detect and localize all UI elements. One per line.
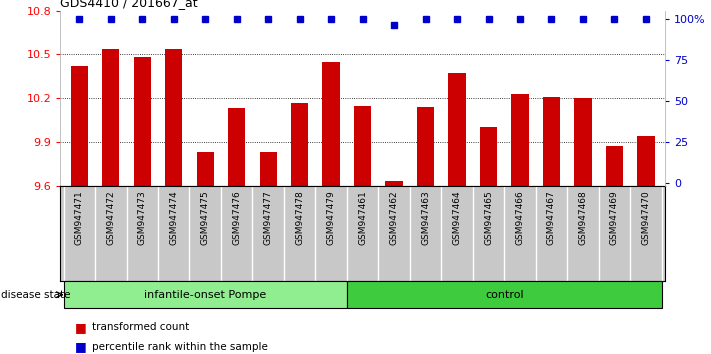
Bar: [542, 97, 560, 186]
Text: percentile rank within the sample: percentile rank within the sample: [92, 342, 268, 352]
Bar: [323, 62, 340, 186]
Bar: [165, 48, 183, 186]
Bar: [260, 152, 277, 186]
Text: GSM947461: GSM947461: [358, 190, 367, 245]
Text: GSM947466: GSM947466: [515, 190, 525, 245]
Bar: [196, 152, 214, 186]
Bar: [63, 281, 347, 308]
Bar: [637, 136, 655, 186]
Text: GSM947465: GSM947465: [484, 190, 493, 245]
Text: GSM947479: GSM947479: [326, 190, 336, 245]
Bar: [511, 94, 529, 186]
Text: GSM947477: GSM947477: [264, 190, 273, 245]
Text: GSM947471: GSM947471: [75, 190, 84, 245]
Bar: [574, 98, 592, 186]
Text: GSM947462: GSM947462: [390, 190, 399, 245]
Bar: [70, 66, 88, 186]
Text: GDS4410 / 201667_at: GDS4410 / 201667_at: [60, 0, 198, 10]
Text: GSM947475: GSM947475: [201, 190, 210, 245]
Text: GSM947476: GSM947476: [232, 190, 241, 245]
Text: ■: ■: [75, 321, 87, 334]
Bar: [102, 48, 119, 186]
Bar: [449, 73, 466, 186]
Text: GSM947473: GSM947473: [138, 190, 146, 245]
Text: GSM947467: GSM947467: [547, 190, 556, 245]
Text: transformed count: transformed count: [92, 322, 190, 332]
Text: GSM947469: GSM947469: [610, 190, 619, 245]
Text: control: control: [485, 290, 523, 300]
Text: disease state: disease state: [1, 290, 71, 300]
Bar: [606, 147, 623, 186]
Bar: [417, 107, 434, 186]
Text: ■: ■: [75, 341, 87, 353]
Text: GSM947470: GSM947470: [641, 190, 651, 245]
Text: GSM947463: GSM947463: [421, 190, 430, 245]
Bar: [347, 281, 662, 308]
Bar: [480, 127, 497, 186]
Bar: [385, 182, 402, 186]
Bar: [134, 57, 151, 186]
Text: GSM947472: GSM947472: [107, 190, 115, 245]
Text: GSM947468: GSM947468: [579, 190, 587, 245]
Text: GSM947474: GSM947474: [169, 190, 178, 245]
Bar: [291, 103, 309, 186]
Text: GSM947464: GSM947464: [452, 190, 461, 245]
Bar: [354, 105, 371, 186]
Text: infantile-onset Pompe: infantile-onset Pompe: [144, 290, 267, 300]
Bar: [228, 108, 245, 186]
Text: GSM947478: GSM947478: [295, 190, 304, 245]
